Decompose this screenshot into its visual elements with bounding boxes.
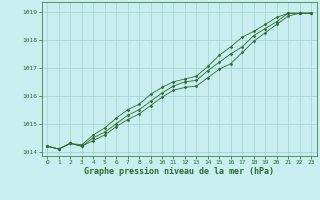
X-axis label: Graphe pression niveau de la mer (hPa): Graphe pression niveau de la mer (hPa) (84, 167, 274, 176)
